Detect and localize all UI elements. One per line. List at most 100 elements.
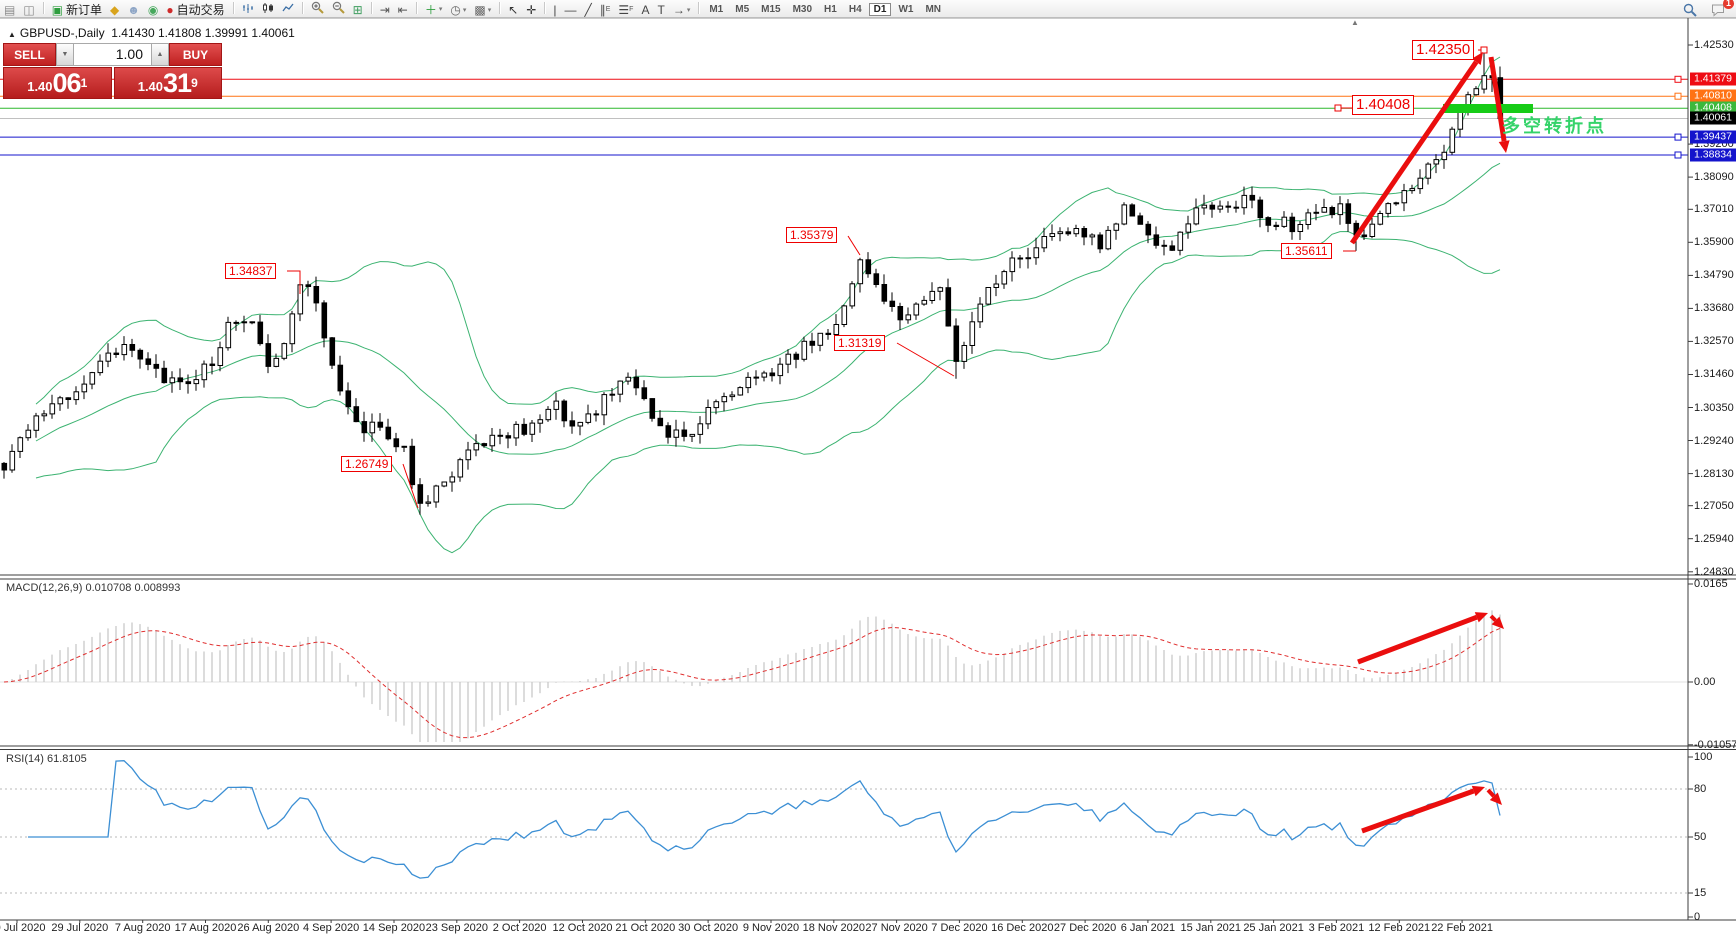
new-order-icon[interactable]: ▣ 新订单 bbox=[51, 2, 103, 18]
price-callout[interactable]: 1.40408 bbox=[1352, 95, 1415, 115]
chart-profile-icon[interactable]: ▤ bbox=[4, 2, 16, 17]
rsi-axis-tick: 100 bbox=[1694, 751, 1713, 763]
toolbar-separator bbox=[301, 1, 303, 14]
bar-chart-icon[interactable] bbox=[238, 0, 258, 16]
zoom-out-icon[interactable] bbox=[328, 0, 349, 16]
timeframe-h1[interactable]: H1 bbox=[824, 4, 837, 15]
toolbar-separator bbox=[544, 1, 546, 14]
price-level-label: 1.38834 bbox=[1690, 148, 1736, 162]
buy-price-display[interactable]: 1.40 31 9 bbox=[113, 67, 222, 99]
date-axis-label: 9 Nov 2020 bbox=[742, 922, 800, 934]
rsi-axis-tick: 15 bbox=[1694, 887, 1707, 899]
price-level-label: 1.40061 bbox=[1690, 111, 1736, 125]
main-toolbar: ▤ ◫ ▣ 新订单 ◆ ☻ ◉ ● 自动交易 ⊞ ⇥ ⇤ ＋ ▾ ◷ ▾ ▩ ▾ ↖ ✛ | ― ╱ ∥ E ☰ F A T → ▾ M1 M… bbox=[0, 0, 1736, 18]
price-callout[interactable]: 1.26749 bbox=[341, 456, 393, 473]
text-icon[interactable]: A bbox=[641, 2, 650, 17]
notification-badge: 1 bbox=[1722, 0, 1734, 9]
channel-icon[interactable]: ∥ E bbox=[599, 2, 611, 17]
date-axis-label: 16 Dec 2020 bbox=[991, 922, 1054, 934]
price-callout[interactable]: 1.34837 bbox=[225, 263, 277, 280]
price-axis-tick: 1.28130 bbox=[1694, 467, 1734, 480]
date-axis-label: 22 Feb 2021 bbox=[1431, 922, 1493, 934]
horizontal-line-icon[interactable]: ― bbox=[564, 2, 577, 17]
price-axis-tick: 1.27050 bbox=[1694, 499, 1734, 512]
candlestick-chart-icon[interactable] bbox=[258, 0, 278, 16]
price-callout[interactable]: 1.35379 bbox=[786, 227, 838, 244]
toolbar-separator bbox=[415, 1, 417, 14]
signals-icon[interactable]: ◉ bbox=[147, 2, 159, 17]
price-axis-tick: 1.25940 bbox=[1694, 532, 1734, 545]
line-chart-icon[interactable] bbox=[278, 0, 298, 16]
sell-button[interactable]: SELL bbox=[3, 43, 56, 66]
price-axis-tick: 1.24830 bbox=[1694, 565, 1734, 578]
turning-point-note[interactable]: 多空转折点 bbox=[1502, 116, 1607, 136]
date-axis-label: 6 Jan 2021 bbox=[1120, 922, 1176, 934]
vertical-line-icon[interactable]: | bbox=[553, 2, 557, 17]
toolbar-separator bbox=[499, 1, 501, 14]
periods-icon[interactable]: ◷ ▾ bbox=[450, 2, 467, 17]
toolbar-separator bbox=[42, 1, 44, 14]
date-axis-label: 2 Oct 2020 bbox=[492, 922, 547, 934]
rsi-label: RSI(14) 61.8105 bbox=[6, 753, 87, 765]
search-icon[interactable] bbox=[1679, 1, 1701, 18]
price-level-label: 1.41379 bbox=[1690, 72, 1736, 86]
date-axis-label: 4 Sep 2020 bbox=[303, 922, 360, 934]
crosshair-icon[interactable]: ✛ bbox=[526, 2, 537, 17]
auto-scroll-icon[interactable]: ⇥ bbox=[379, 2, 390, 17]
price-callout[interactable]: 1.42350 bbox=[1412, 40, 1475, 60]
collapse-arrow-icon[interactable]: ▲ bbox=[8, 30, 16, 39]
tile-windows-icon[interactable]: ⊞ bbox=[352, 2, 363, 17]
price-level-label: 1.40408 bbox=[1690, 101, 1736, 115]
buy-price-base: 1.40 bbox=[137, 79, 164, 94]
volume-decrease-button[interactable]: ▼ bbox=[56, 43, 74, 66]
date-axis-label: 25 Jan 2021 bbox=[1243, 922, 1304, 934]
data-window-icon[interactable]: ◫ bbox=[23, 2, 35, 17]
date-axis-label: 7 Dec 2020 bbox=[931, 922, 988, 934]
templates-icon[interactable]: ▩ ▾ bbox=[474, 2, 492, 17]
timeframe-m1[interactable]: M1 bbox=[709, 4, 724, 15]
date-axis-label: 27 Dec 2020 bbox=[1053, 922, 1117, 934]
new-chart-icon[interactable]: ＋ ▾ bbox=[424, 2, 443, 17]
trendline-icon[interactable]: ╱ bbox=[584, 2, 592, 17]
price-axis-tick: 1.38090 bbox=[1694, 171, 1734, 184]
volume-increase-button[interactable]: ▲ bbox=[151, 43, 169, 66]
label-icon[interactable]: T bbox=[657, 2, 665, 17]
sell-price-base: 1.40 bbox=[27, 79, 53, 94]
chart-plot[interactable] bbox=[0, 17, 1736, 947]
scroll-end-marker[interactable]: ▲ bbox=[1351, 18, 1359, 27]
accounts-icon[interactable]: ☻ bbox=[127, 2, 140, 17]
price-axis-tick: 1.33680 bbox=[1694, 302, 1734, 315]
date-axis-label: 14 Sep 2020 bbox=[362, 922, 426, 934]
zoom-in-icon[interactable] bbox=[307, 0, 328, 16]
notifications-icon[interactable]: 1 bbox=[1707, 0, 1734, 18]
date-axis-label: 12 Oct 2020 bbox=[552, 922, 613, 934]
timeframe-m15[interactable]: M15 bbox=[761, 4, 781, 15]
fibonacci-icon[interactable]: ☰ F bbox=[618, 2, 634, 17]
timeframe-m30[interactable]: M30 bbox=[792, 4, 813, 15]
arrows-icon[interactable]: → ▾ bbox=[672, 2, 691, 17]
rsi-axis-tick: 80 bbox=[1694, 783, 1707, 795]
date-axis-label: 7 Aug 2020 bbox=[114, 922, 171, 934]
chart-canvas[interactable]: ▲ GBPUSD-,Daily 1.41430 1.41808 1.39991 1… bbox=[0, 17, 1736, 942]
cursor-icon[interactable]: ↖ bbox=[508, 2, 519, 17]
timeframe-mn[interactable]: MN bbox=[925, 4, 941, 15]
autotrading-icon[interactable]: ● 自动交易 bbox=[166, 2, 225, 18]
toolbar-separator bbox=[370, 1, 372, 14]
styler-icon[interactable]: ◆ bbox=[110, 2, 120, 17]
timeframe-d1[interactable]: D1 bbox=[868, 3, 892, 16]
symbol-period-label: GBPUSD-,Daily bbox=[19, 26, 105, 40]
price-axis-tick: 1.32570 bbox=[1694, 335, 1734, 348]
sell-price-display[interactable]: 1.40 06 1 bbox=[3, 67, 112, 99]
date-axis-label: 27 Nov 2020 bbox=[865, 922, 928, 934]
chart-title: ▲ GBPUSD-,Daily 1.41430 1.41808 1.39991 1… bbox=[8, 26, 295, 40]
date-axis-label: 21 Oct 2020 bbox=[615, 922, 676, 934]
timeframe-h4[interactable]: H4 bbox=[848, 4, 862, 15]
price-callout[interactable]: 1.35611 bbox=[1281, 243, 1332, 260]
timeframe-m5[interactable]: M5 bbox=[735, 4, 750, 15]
price-callout[interactable]: 1.31319 bbox=[834, 335, 886, 352]
volume-input[interactable]: 1.00 bbox=[74, 43, 151, 66]
chart-shift-icon[interactable]: ⇤ bbox=[397, 2, 408, 17]
rsi-axis-tick: 50 bbox=[1694, 831, 1707, 843]
buy-button[interactable]: BUY bbox=[169, 43, 222, 66]
timeframe-w1[interactable]: W1 bbox=[898, 4, 914, 15]
